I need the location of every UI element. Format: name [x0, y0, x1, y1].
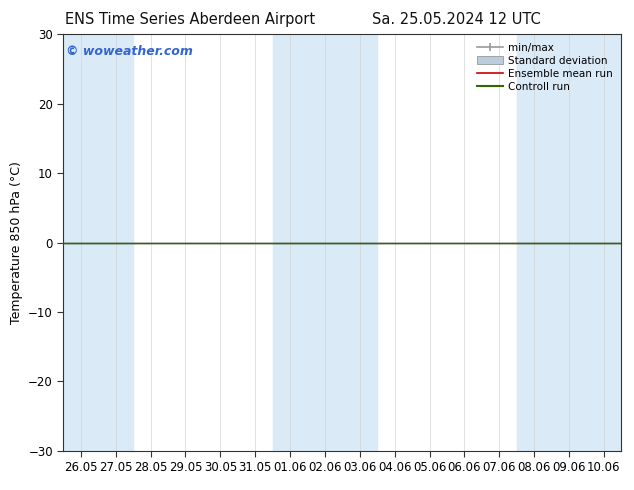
Bar	[63, 34, 133, 451]
Text: Sa. 25.05.2024 12 UTC: Sa. 25.05.2024 12 UTC	[372, 12, 541, 27]
Text: ENS Time Series Aberdeen Airport: ENS Time Series Aberdeen Airport	[65, 12, 315, 27]
Bar	[273, 34, 377, 451]
Y-axis label: Temperature 850 hPa (°C): Temperature 850 hPa (°C)	[10, 161, 23, 324]
Bar	[517, 34, 621, 451]
Text: © woweather.com: © woweather.com	[66, 45, 193, 58]
Legend: min/max, Standard deviation, Ensemble mean run, Controll run: min/max, Standard deviation, Ensemble me…	[474, 40, 616, 95]
